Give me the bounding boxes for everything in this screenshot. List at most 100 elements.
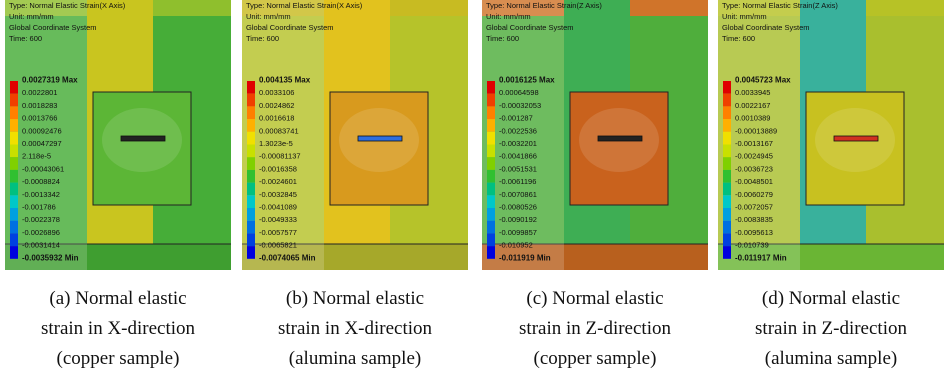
legend-label: -0.0036723 <box>735 164 773 173</box>
color-swatch <box>487 106 495 119</box>
color-swatch <box>723 195 731 208</box>
legend-label: -0.0041866 <box>499 152 537 161</box>
color-swatch <box>10 81 18 94</box>
legend-label: -0.010739 <box>735 241 769 250</box>
legend-label: 0.0016125 Max <box>499 76 555 85</box>
color-swatch <box>247 233 255 246</box>
color-swatch <box>723 106 731 119</box>
header-line: Time: 600 <box>486 34 519 43</box>
caption-line: (copper sample) <box>534 348 657 369</box>
color-swatch <box>247 170 255 183</box>
color-swatch <box>487 221 495 234</box>
caption-line: (c) Normal elastic <box>526 288 663 309</box>
color-swatch <box>247 145 255 158</box>
caption-line: strain in X-direction <box>41 318 196 339</box>
legend-label: -0.010952 <box>499 241 533 250</box>
legend-label: -0.0022378 <box>22 215 60 224</box>
legend-label: -0.0057577 <box>259 228 297 237</box>
legend-label: 0.0022167 <box>735 101 770 110</box>
color-swatch <box>10 94 18 107</box>
color-swatch <box>247 221 255 234</box>
color-swatch <box>10 106 18 119</box>
panel: Type: Normal Elastic Strain(Z Axis)Unit:… <box>482 0 708 369</box>
slot <box>834 136 878 141</box>
caption-line: strain in Z-direction <box>519 318 671 339</box>
legend-label: 0.00047297 <box>22 139 62 148</box>
header-line: Unit: mm/mm <box>722 12 767 21</box>
color-swatch <box>487 246 495 259</box>
header-line: Global Coordinate System <box>9 23 97 32</box>
legend-label: -0.0095613 <box>735 228 773 237</box>
color-swatch <box>723 221 731 234</box>
legend-label: -0.0099857 <box>499 228 537 237</box>
legend-label: -0.001786 <box>22 203 56 212</box>
color-swatch <box>247 208 255 221</box>
color-swatch <box>487 195 495 208</box>
color-swatch <box>10 170 18 183</box>
color-swatch <box>487 94 495 107</box>
legend-label: -0.0049333 <box>259 215 297 224</box>
color-swatch <box>723 183 731 196</box>
color-swatch <box>10 221 18 234</box>
panel: Type: Normal Elastic Strain(X Axis)Unit:… <box>242 0 468 369</box>
legend-label: -0.011917 Min <box>735 253 787 262</box>
legend-label: 0.0045723 Max <box>735 76 791 85</box>
legend-label: 0.0033945 <box>735 88 770 97</box>
caption-line: (d) Normal elastic <box>762 288 900 309</box>
header-line: Global Coordinate System <box>246 23 334 32</box>
legend-label: -0.0032201 <box>499 139 537 148</box>
color-swatch <box>487 183 495 196</box>
color-swatch <box>10 145 18 158</box>
legend-label: -0.00013889 <box>735 126 777 135</box>
legend-label: -0.0074065 Min <box>259 253 316 262</box>
header-line: Time: 600 <box>722 34 755 43</box>
color-swatch <box>723 246 731 259</box>
legend-label: -0.0026896 <box>22 228 60 237</box>
color-swatch <box>723 233 731 246</box>
header-line: Unit: mm/mm <box>246 12 291 21</box>
legend-label: -0.0035932 Min <box>22 253 79 262</box>
color-swatch <box>723 94 731 107</box>
color-swatch <box>723 170 731 183</box>
color-swatch <box>10 208 18 221</box>
legend-label: 0.00083741 <box>259 126 299 135</box>
legend-label: -0.0072057 <box>735 203 773 212</box>
legend-label: -0.0013167 <box>735 139 773 148</box>
slot <box>598 136 642 141</box>
legend-label: 0.0027319 Max <box>22 76 78 85</box>
color-swatch <box>723 81 731 94</box>
legend-label: -0.0070861 <box>499 190 537 199</box>
legend-label: -0.0016358 <box>259 164 297 173</box>
legend-label: -0.0090192 <box>499 215 537 224</box>
header-line: Time: 600 <box>9 34 42 43</box>
color-swatch <box>723 145 731 158</box>
color-swatch <box>247 106 255 119</box>
color-swatch <box>487 145 495 158</box>
figure: Type: Normal Elastic Strain(X Axis) Unit:… <box>0 0 948 371</box>
color-swatch <box>487 233 495 246</box>
legend-label: -0.00081137 <box>259 152 301 161</box>
header-line: Type: Normal Elastic Strain(Z Axis) <box>486 1 602 10</box>
header-line: Time: 600 <box>246 34 279 43</box>
legend-label: 0.0024862 <box>259 101 294 110</box>
color-swatch <box>247 195 255 208</box>
legend-label: 0.0018283 <box>22 101 57 110</box>
caption-line: (copper sample) <box>57 348 180 369</box>
color-swatch <box>247 246 255 259</box>
slot <box>358 136 402 141</box>
color-swatch <box>247 183 255 196</box>
caption-line: strain in X-direction <box>278 318 433 339</box>
legend-label: 0.0013766 <box>22 114 57 123</box>
legend-label: -0.0051531 <box>499 164 537 173</box>
color-swatch <box>487 157 495 170</box>
color-swatch <box>10 183 18 196</box>
header-line: Type: Normal Elastic Strain(X Axis) <box>9 1 126 10</box>
header-line: Global Coordinate System <box>722 23 810 32</box>
legend-label: -0.0013342 <box>22 190 60 199</box>
panel: Type: Normal Elastic Strain(X Axis) Unit:… <box>5 0 231 369</box>
legend-label: -0.0061196 <box>499 177 536 186</box>
header-line: Unit: mm/mm <box>9 12 54 21</box>
legend-label: 0.0016618 <box>259 114 294 123</box>
legend-label: -0.0024601 <box>259 177 297 186</box>
caption-line: (alumina sample) <box>289 348 421 369</box>
